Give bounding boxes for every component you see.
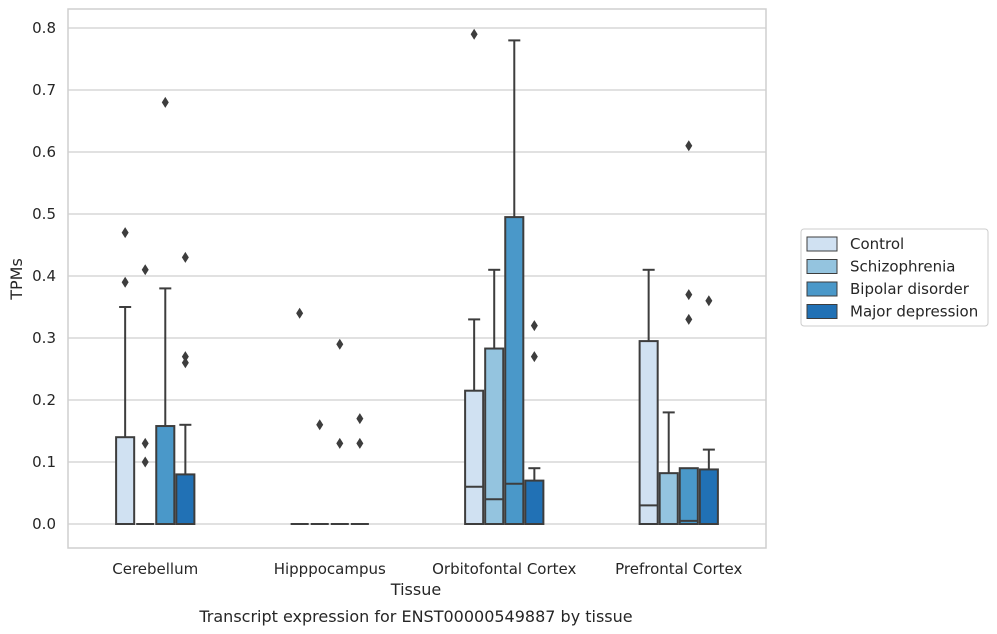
y-tick-label: 0.4: [32, 267, 56, 285]
box-major-depression: [698, 295, 719, 526]
y-axis-title: TPMs: [7, 258, 26, 301]
y-tick-label: 0.1: [32, 453, 56, 471]
box-major-depression: [350, 413, 369, 525]
boxes-layer: [115, 28, 719, 526]
box-body: [155, 425, 176, 526]
outlier-point: [181, 357, 189, 369]
outlier-point: [141, 456, 149, 468]
box-control: [115, 227, 136, 526]
outlier-point: [181, 351, 189, 363]
box-control: [638, 268, 659, 525]
outlier-point: [141, 264, 149, 276]
box-schizophrenia: [136, 264, 155, 525]
outlier-point: [530, 320, 538, 332]
legend-swatch: [806, 259, 838, 274]
box-major-depression: [524, 320, 545, 526]
outlier-point: [705, 295, 713, 307]
box-schizophrenia: [484, 268, 505, 526]
box-schizophrenia: [658, 411, 679, 526]
box-body: [658, 472, 679, 526]
outlier-point: [121, 227, 129, 239]
box-bipolar-disorder: [504, 39, 525, 525]
box-body: [464, 389, 485, 526]
outlier-point: [316, 419, 324, 431]
legend-items: Control Schizophrenia Bipolar disorder Majo…: [806, 235, 978, 321]
legend-label: Control: [850, 235, 904, 253]
outlier-point: [161, 96, 169, 108]
y-tick-label: 0.7: [32, 81, 56, 99]
box-control: [464, 28, 485, 526]
x-tick-label: Orbitofontal Cortex: [432, 560, 576, 578]
box-body: [698, 468, 719, 526]
box-body: [524, 479, 545, 526]
outlier-point: [356, 437, 364, 449]
x-axis-title: Tissue: [390, 580, 441, 599]
box-control: [290, 307, 309, 525]
outlier-point: [336, 338, 344, 350]
y-tick-label: 0.6: [32, 143, 56, 161]
outlier-point: [685, 140, 693, 152]
outlier-point: [336, 437, 344, 449]
y-tick-label: 0.8: [32, 19, 56, 37]
box-body: [484, 347, 505, 526]
grid-layer: [68, 27, 766, 525]
y-tick-labels: 0.0 0.1 0.2 0.3 0.4 0.5 0.6 0.7 0.8: [32, 19, 56, 533]
legend-swatch: [806, 281, 838, 297]
y-tick-label: 0.2: [32, 391, 56, 409]
box-major-depression: [175, 251, 196, 525]
outlier-point: [121, 276, 129, 288]
legend-swatch: [806, 236, 838, 252]
legend-frame: [800, 228, 989, 327]
box-body: [175, 473, 196, 525]
x-tick-labels: Cerebellum Hipppocampus Orbitofontal Corte…: [112, 560, 742, 578]
legend-label: Bipolar disorder: [850, 280, 970, 298]
box-body: [115, 436, 136, 526]
box-body: [678, 467, 699, 526]
x-tick-label: Cerebellum: [112, 560, 198, 578]
legend-swatch: [806, 304, 838, 319]
box-bipolar-disorder: [155, 96, 176, 526]
outlier-point: [141, 437, 149, 449]
y-tick-label: 0.5: [32, 205, 56, 223]
outlier-point: [296, 307, 304, 319]
legend-label: Schizophrenia: [850, 258, 955, 276]
outlier-point: [181, 251, 189, 263]
y-tick-label: 0.0: [32, 515, 56, 533]
box-bipolar-disorder: [330, 338, 349, 525]
outlier-point: [530, 351, 538, 363]
legend-label: Major depression: [850, 303, 978, 321]
outlier-point: [685, 313, 693, 325]
plot-frame: [67, 8, 767, 549]
chart-caption: Transcript expression for ENST0000054988…: [198, 607, 632, 626]
outlier-point: [356, 413, 364, 425]
x-tick-label: Hipppocampus: [274, 560, 386, 578]
outlier-point: [470, 28, 478, 40]
legend: Control Schizophrenia Bipolar disorder Majo…: [800, 228, 989, 327]
box-body: [638, 340, 659, 525]
box-body: [504, 216, 525, 525]
box-schizophrenia: [310, 419, 329, 525]
y-tick-label: 0.3: [32, 329, 56, 347]
outlier-point: [685, 289, 693, 301]
x-tick-label: Prefrontal Cortex: [615, 560, 742, 578]
box-bipolar-disorder: [678, 140, 699, 526]
